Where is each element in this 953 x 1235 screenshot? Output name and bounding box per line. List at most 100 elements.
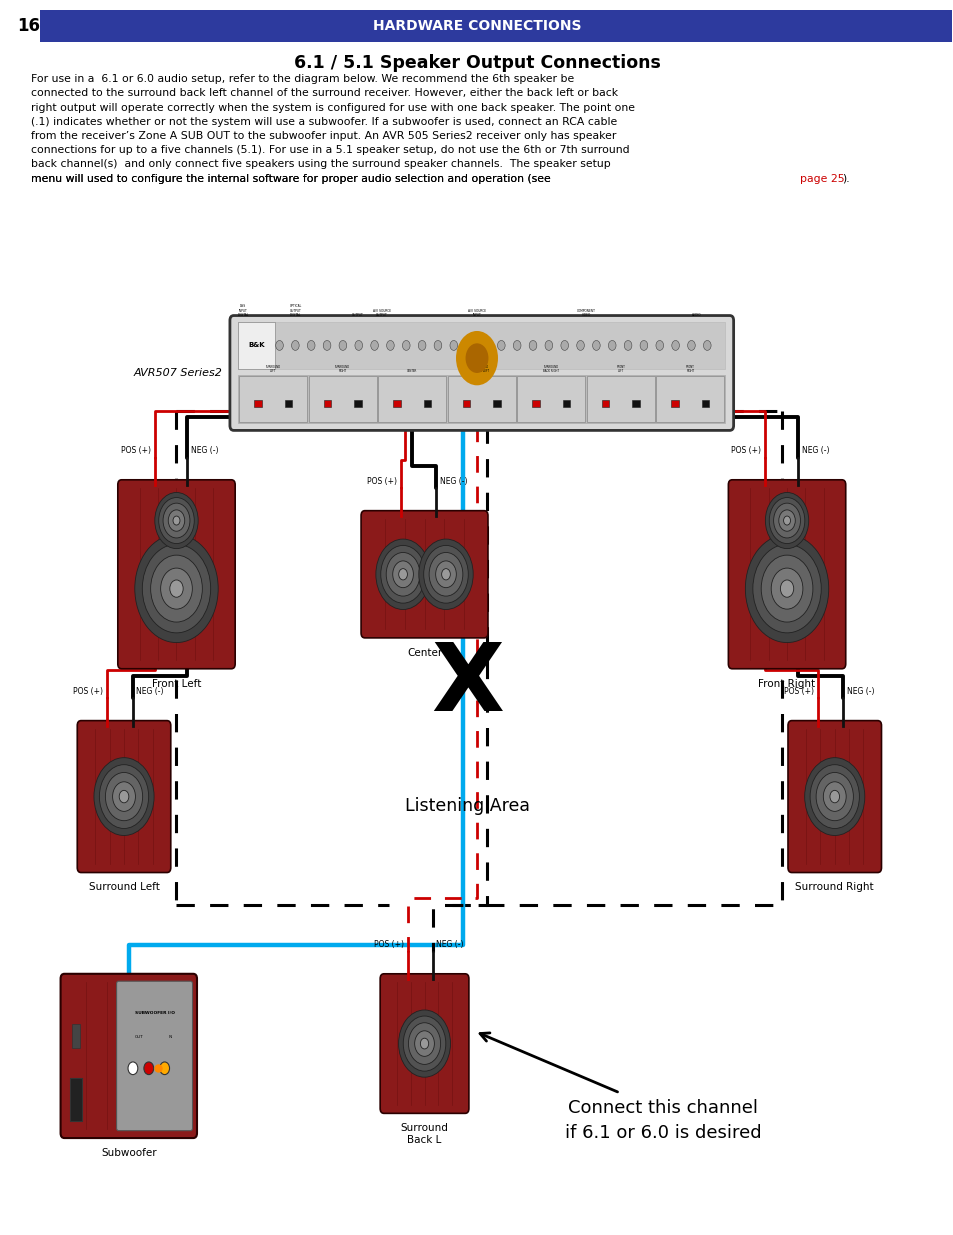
Circle shape (560, 341, 568, 351)
Bar (354, 400, 361, 408)
Circle shape (160, 568, 193, 609)
Text: X: X (431, 640, 503, 731)
Circle shape (780, 580, 793, 598)
Bar (632, 400, 639, 408)
Text: NEG (-): NEG (-) (801, 446, 828, 456)
Bar (378, 375, 446, 422)
Bar (238, 322, 274, 369)
Bar (462, 400, 470, 408)
Text: NEG (-): NEG (-) (191, 446, 218, 456)
Text: IN: IN (168, 1035, 172, 1040)
Text: back channel(s)  and only connect five speakers using the surround speaker chann: back channel(s) and only connect five sp… (30, 159, 610, 169)
Text: Listening Area: Listening Area (404, 797, 530, 815)
Text: Connect this channel
if 6.1 or 6.0 is desired: Connect this channel if 6.1 or 6.0 is de… (564, 1099, 760, 1142)
Text: CENTER: CENTER (407, 369, 417, 373)
Circle shape (355, 341, 362, 351)
Text: OUT: OUT (134, 1035, 143, 1040)
FancyBboxPatch shape (116, 981, 193, 1131)
Text: Front Left: Front Left (152, 679, 201, 689)
Circle shape (768, 498, 804, 543)
Bar (393, 400, 400, 408)
FancyBboxPatch shape (379, 973, 469, 1114)
Text: ).: ). (841, 174, 848, 184)
Text: from the receiver’s Zone A SUB OUT to the subwoofer input. An AVR 505 Series2 re: from the receiver’s Zone A SUB OUT to th… (30, 131, 616, 141)
Circle shape (151, 556, 202, 622)
Bar (238, 322, 724, 369)
Text: (.1) indicates whether or not the system will use a subwoofer. If a subwoofer is: (.1) indicates whether or not the system… (30, 117, 617, 127)
Text: NEG (-): NEG (-) (439, 477, 467, 485)
Circle shape (803, 758, 863, 836)
Text: POS (+): POS (+) (367, 477, 396, 485)
Bar (253, 400, 261, 408)
Text: POS (+): POS (+) (731, 446, 760, 456)
Circle shape (782, 516, 790, 525)
Circle shape (144, 1062, 153, 1074)
Bar (72, 1024, 80, 1049)
Circle shape (134, 535, 218, 642)
Bar (323, 400, 331, 408)
Text: connected to the surround back left channel of the surround receiver. However, e: connected to the surround back left chan… (30, 89, 617, 99)
Circle shape (529, 341, 537, 351)
FancyBboxPatch shape (787, 721, 881, 872)
Circle shape (429, 552, 462, 597)
Circle shape (105, 772, 143, 821)
Text: menu will used to configure the internal software for proper audio selection and: menu will used to configure the internal… (30, 174, 553, 184)
Text: POS (+): POS (+) (375, 940, 404, 948)
Circle shape (398, 568, 407, 580)
Bar (239, 375, 307, 422)
Circle shape (773, 503, 800, 538)
Circle shape (592, 341, 599, 351)
Circle shape (119, 790, 129, 803)
Circle shape (760, 556, 812, 622)
Circle shape (456, 331, 497, 385)
Text: OUTPUT: OUTPUT (352, 314, 363, 317)
Circle shape (702, 341, 710, 351)
Circle shape (481, 341, 489, 351)
Text: NEG (-): NEG (-) (436, 940, 463, 948)
Bar (701, 400, 709, 408)
Bar (284, 400, 292, 408)
Circle shape (415, 1031, 434, 1056)
Bar (532, 400, 539, 408)
Circle shape (465, 343, 488, 373)
FancyBboxPatch shape (230, 316, 733, 431)
Circle shape (744, 535, 828, 642)
Circle shape (829, 790, 839, 803)
Text: A/V SOURCE
INPUT: A/V SOURCE INPUT (468, 309, 485, 317)
Circle shape (752, 545, 821, 632)
Circle shape (815, 772, 853, 821)
Circle shape (275, 341, 283, 351)
Text: right output will operate correctly when the system is configured for use with o: right output will operate correctly when… (30, 103, 634, 112)
Circle shape (292, 341, 299, 351)
Text: connections for up to a five channels (5.1). For use in a 5.1 speaker setup, do : connections for up to a five channels (5… (30, 146, 628, 156)
Text: Center: Center (407, 647, 441, 658)
Text: SURROUND
BACK RIGHT: SURROUND BACK RIGHT (543, 364, 558, 373)
Text: OPTICAL
OUTPUT
DIGITAL: OPTICAL OUTPUT DIGITAL (290, 304, 301, 317)
Bar (493, 400, 500, 408)
Text: POS (+): POS (+) (73, 687, 103, 697)
Circle shape (128, 1062, 137, 1074)
Circle shape (809, 764, 859, 829)
Circle shape (623, 341, 631, 351)
Text: NEG (-): NEG (-) (136, 687, 164, 697)
Text: For use in a  6.1 or 6.0 audio setup, refer to the diagram below. We recommend t: For use in a 6.1 or 6.0 audio setup, ref… (30, 74, 573, 84)
Text: Surround
Back L: Surround Back L (400, 1124, 448, 1145)
Circle shape (338, 341, 346, 351)
Circle shape (822, 782, 845, 811)
Bar (656, 375, 723, 422)
Text: Subwoofer: Subwoofer (101, 1149, 156, 1158)
Text: SURROUND
LEFT: SURROUND LEFT (266, 364, 280, 373)
Circle shape (764, 493, 808, 548)
Bar (586, 375, 654, 422)
Bar (309, 375, 376, 422)
Circle shape (577, 341, 584, 351)
Circle shape (386, 341, 394, 351)
Circle shape (170, 580, 183, 598)
Bar (423, 400, 431, 408)
Circle shape (656, 341, 663, 351)
Text: DSS
INPUT
DIGITAL: DSS INPUT DIGITAL (237, 304, 249, 317)
Circle shape (380, 546, 425, 603)
FancyBboxPatch shape (118, 479, 234, 669)
Text: SUBWOOFER I/O: SUBWOOFER I/O (134, 1010, 174, 1015)
Circle shape (608, 341, 616, 351)
